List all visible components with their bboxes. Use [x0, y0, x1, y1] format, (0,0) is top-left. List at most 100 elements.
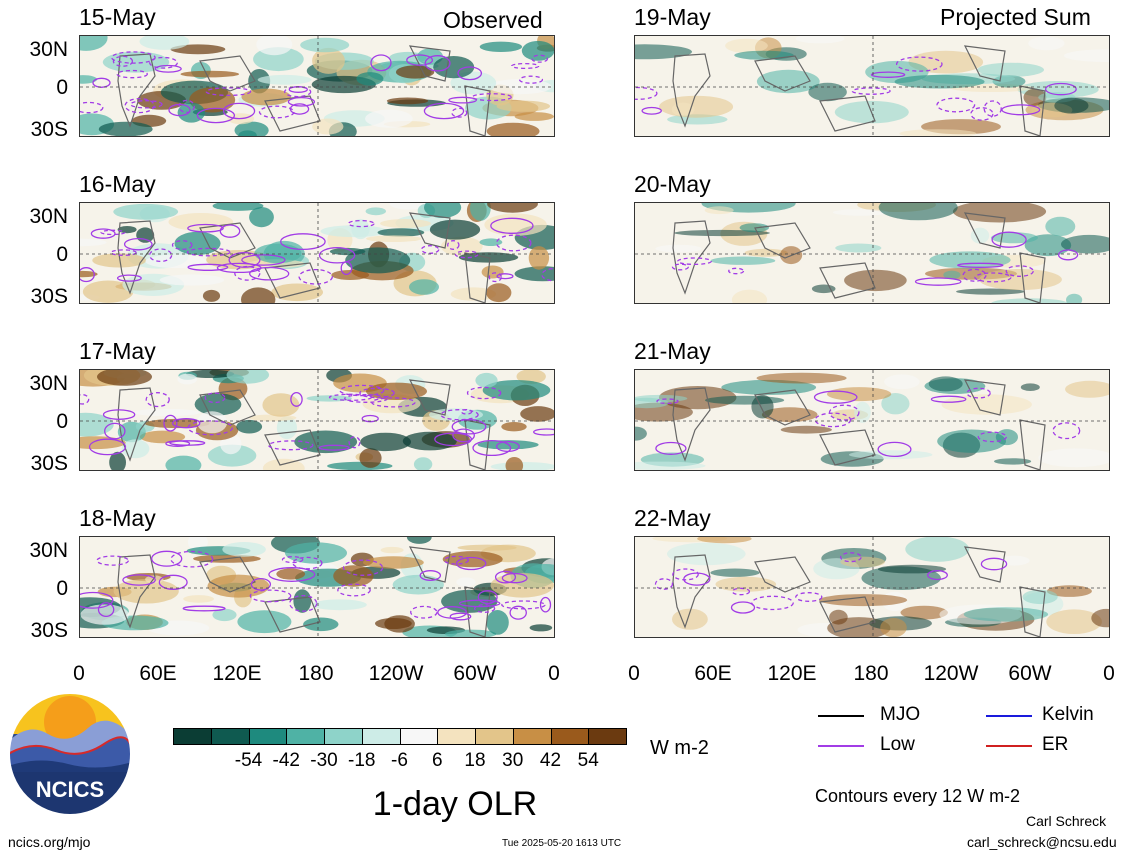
- olr-anomaly-blob: [139, 36, 190, 50]
- olr-anomaly-blob: [635, 461, 706, 470]
- olr-anomaly-blob: [389, 203, 428, 210]
- low-contour: [337, 583, 371, 597]
- lon-label: 0: [1103, 662, 1115, 685]
- lat-label: 0: [56, 577, 68, 600]
- date-label: 16-May: [79, 171, 156, 197]
- coastline: [408, 546, 451, 583]
- low-contour: [914, 277, 962, 286]
- low-contour: [370, 54, 392, 72]
- low-contour: [187, 223, 224, 233]
- colorbar-swatch: [550, 728, 590, 745]
- low-contour: [472, 439, 512, 457]
- low-contour: [234, 265, 261, 281]
- olr-anomaly-blob: [359, 448, 382, 468]
- colorbar-swatch: [475, 728, 514, 745]
- coastline: [199, 55, 256, 92]
- colorbar-swatch: [324, 728, 363, 745]
- low-contour: [280, 233, 326, 251]
- low-contour: [452, 428, 475, 443]
- olr-map: [80, 370, 554, 470]
- olr-anomaly-blob: [501, 422, 527, 432]
- olr-anomaly-blob: [844, 269, 907, 292]
- low-contour: [290, 391, 303, 407]
- olr-anomaly-blob: [899, 129, 977, 136]
- coastline: [1019, 85, 1046, 136]
- low-contour: [457, 66, 483, 81]
- low-contour: [359, 387, 395, 399]
- legend-kelvin-line: [986, 715, 1032, 717]
- low-contour: [104, 422, 126, 440]
- low-contour: [154, 64, 182, 73]
- low-contour: [281, 556, 304, 564]
- low-contour: [509, 605, 527, 620]
- low-contour: [163, 414, 178, 432]
- low-contour: [318, 247, 356, 264]
- low-contour: [112, 55, 134, 67]
- low-contour: [511, 62, 540, 70]
- olr-anomaly-blob: [854, 401, 871, 423]
- olr-anomaly-blob: [139, 430, 186, 444]
- site-link[interactable]: ncics.org/mjo: [8, 834, 91, 850]
- coastline: [464, 252, 491, 303]
- low-contour: [216, 262, 262, 274]
- coastline: [819, 596, 876, 633]
- low-contour: [447, 240, 460, 250]
- olr-anomaly-blob: [977, 62, 1044, 77]
- lat-label: 30N: [29, 205, 68, 228]
- olr-anomaly-blob: [937, 429, 1006, 453]
- olr-anomaly-blob: [761, 407, 818, 423]
- author: Carl Schreck: [1026, 813, 1107, 829]
- olr-anomaly-blob: [433, 56, 475, 79]
- low-contour: [123, 237, 153, 251]
- olr-anomaly-blob: [202, 289, 221, 302]
- olr-anomaly-blob: [1046, 609, 1102, 634]
- low-contour: [477, 590, 498, 605]
- olr-anomaly-blob: [1065, 380, 1109, 398]
- olr-anomaly-blob: [470, 203, 491, 221]
- olr-anomaly-blob: [145, 254, 207, 269]
- olr-anomaly-blob: [380, 219, 431, 228]
- coastline: [754, 55, 811, 92]
- ncics-logo: NCICS: [8, 692, 132, 816]
- olr-anomaly-blob: [413, 457, 433, 470]
- coastline: [464, 586, 491, 637]
- date-label: 15-May: [79, 4, 156, 30]
- low-contour: [90, 228, 116, 239]
- low-contour: [495, 234, 532, 252]
- coastline: [199, 556, 256, 593]
- colorbar-label: 30: [502, 750, 524, 771]
- olr-anomaly-blob: [442, 551, 503, 568]
- low-contour: [287, 96, 316, 107]
- olr-anomaly-blob: [943, 270, 961, 280]
- olr-anomaly-blob: [832, 209, 889, 216]
- olr-anomaly-blob: [840, 556, 885, 568]
- olr-anomaly-blob: [351, 218, 370, 240]
- low-contour: [250, 577, 272, 591]
- low-contour: [347, 219, 375, 228]
- low-contour: [249, 589, 292, 603]
- olr-anomaly-blob: [386, 97, 429, 105]
- olr-anomaly-blob: [672, 608, 708, 630]
- olr-anomaly-blob: [409, 279, 439, 295]
- coastline: [264, 596, 321, 633]
- low-contour: [501, 572, 528, 584]
- low-contour: [116, 69, 148, 79]
- low-contour: [171, 418, 201, 429]
- low-contour: [495, 440, 520, 453]
- colorbar-swatch: [399, 728, 439, 745]
- coastline: [199, 389, 256, 426]
- author-email[interactable]: carl_schreck@ncsu.edu: [967, 834, 1117, 850]
- olr-anomaly-blob: [486, 283, 512, 303]
- contours-note: Contours every 12 W m-2: [815, 786, 1021, 806]
- olr-anomaly-blob: [366, 382, 427, 400]
- date-label: 20-May: [634, 171, 711, 197]
- low-contour: [449, 612, 472, 621]
- olr-map: [80, 36, 554, 136]
- olr-anomaly-blob: [731, 289, 768, 303]
- olr-anomaly-blob: [505, 457, 524, 470]
- coastline: [672, 220, 711, 295]
- coastline: [672, 53, 711, 128]
- low-contour: [129, 100, 163, 109]
- low-contour: [828, 404, 860, 421]
- coastline: [963, 45, 1006, 82]
